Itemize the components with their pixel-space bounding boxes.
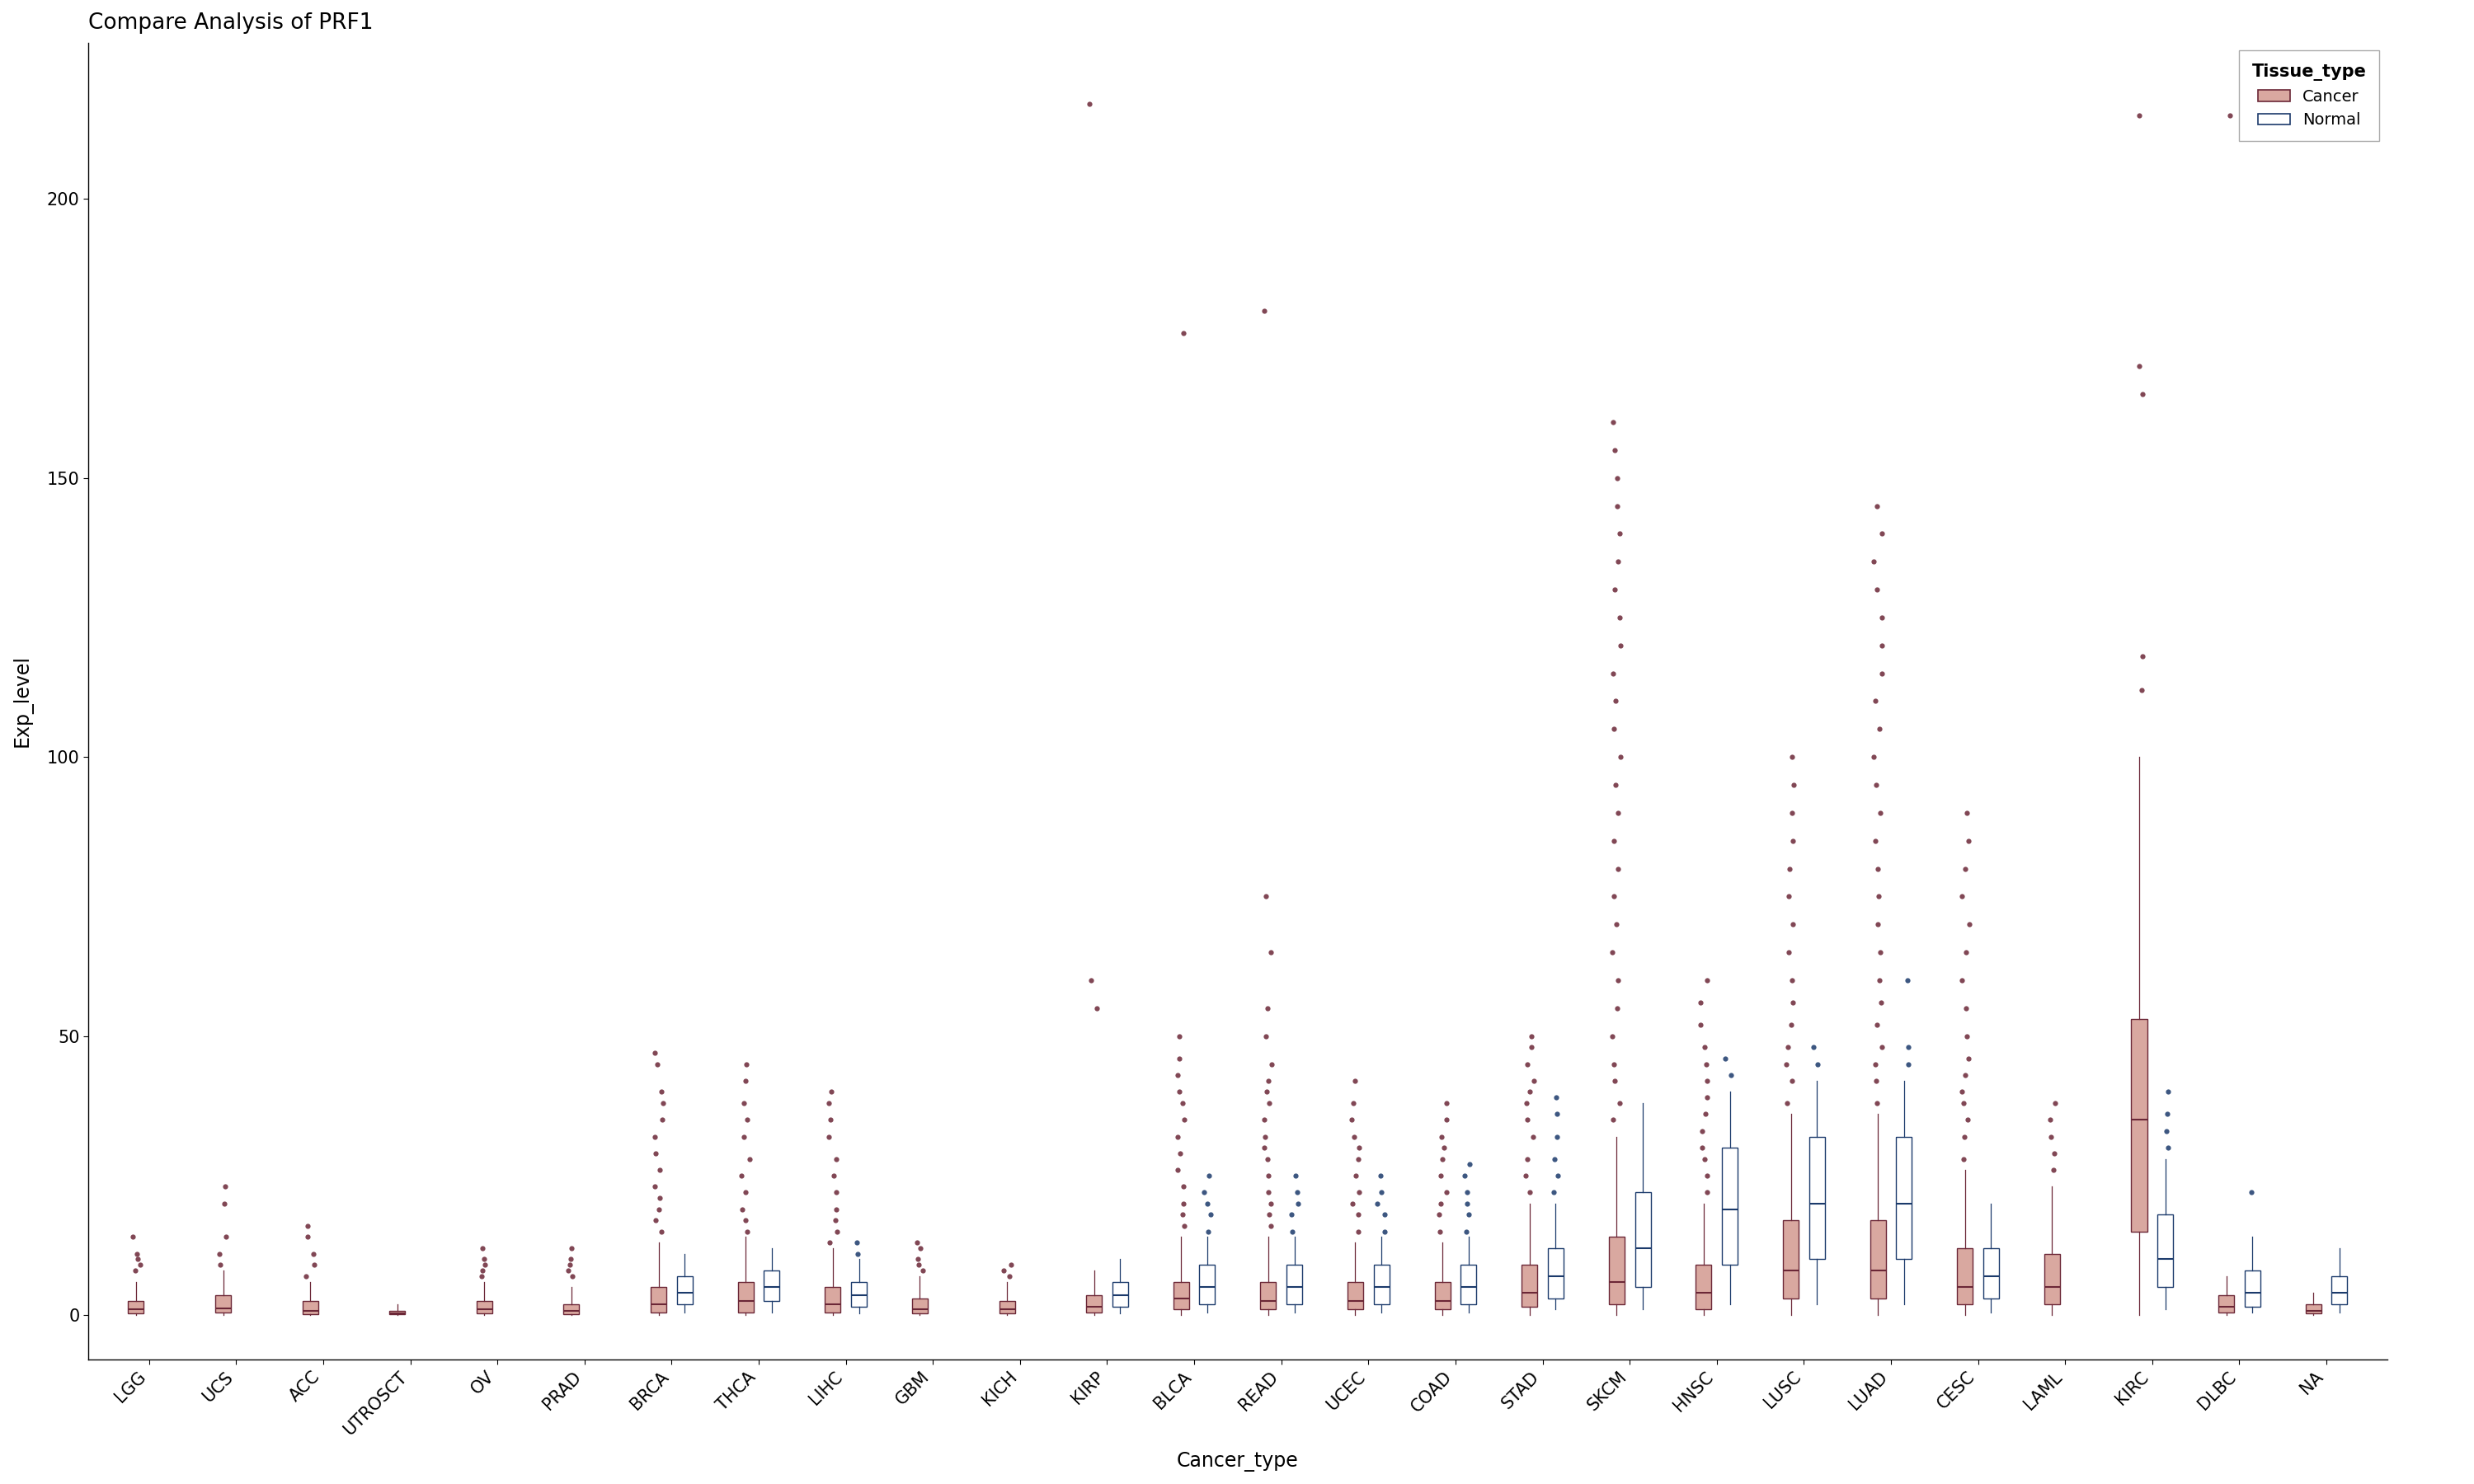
Bar (1984, 1248, 1999, 1298)
Bar (1348, 1282, 1363, 1309)
Bar (999, 1301, 1014, 1313)
Bar (1957, 1248, 1972, 1304)
Text: Compare Analysis of PRF1: Compare Analysis of PRF1 (89, 12, 374, 34)
Bar (477, 1301, 492, 1313)
Bar (1635, 1192, 1650, 1287)
Bar (1200, 1264, 1215, 1304)
Bar (1549, 1248, 1564, 1298)
Bar (913, 1298, 928, 1313)
Bar (1722, 1147, 1737, 1264)
X-axis label: Cancer_type: Cancer_type (1178, 1451, 1299, 1472)
Bar (1173, 1282, 1190, 1309)
Bar (1808, 1137, 1826, 1260)
Bar (651, 1287, 666, 1312)
Bar (1086, 1296, 1101, 1312)
Bar (1895, 1137, 1912, 1260)
Bar (824, 1287, 841, 1312)
Bar (564, 1304, 579, 1313)
Bar (1435, 1282, 1450, 1309)
Bar (302, 1301, 319, 1313)
Bar (215, 1296, 230, 1313)
Bar (1608, 1238, 1625, 1304)
Bar (1695, 1264, 1712, 1309)
Bar (764, 1270, 779, 1301)
Bar (2219, 1296, 2234, 1312)
Bar (129, 1301, 143, 1313)
Bar (678, 1276, 693, 1304)
Bar (1784, 1220, 1799, 1298)
Bar (388, 1310, 406, 1315)
Bar (1460, 1264, 1477, 1304)
Bar (1259, 1282, 1277, 1309)
Y-axis label: Exp_level: Exp_level (12, 654, 32, 748)
Bar (851, 1282, 866, 1307)
Bar (737, 1282, 755, 1312)
Legend: Cancer, Normal: Cancer, Normal (2239, 50, 2380, 141)
Bar (2044, 1254, 2061, 1304)
Bar (2331, 1276, 2348, 1304)
Bar (1373, 1264, 1390, 1304)
Bar (2130, 1020, 2147, 1232)
Bar (1870, 1220, 1885, 1298)
Bar (2244, 1270, 2261, 1307)
Bar (1113, 1282, 1128, 1307)
Bar (1522, 1264, 1536, 1307)
Bar (1286, 1264, 1301, 1304)
Bar (2157, 1215, 2172, 1287)
Bar (2306, 1304, 2321, 1313)
